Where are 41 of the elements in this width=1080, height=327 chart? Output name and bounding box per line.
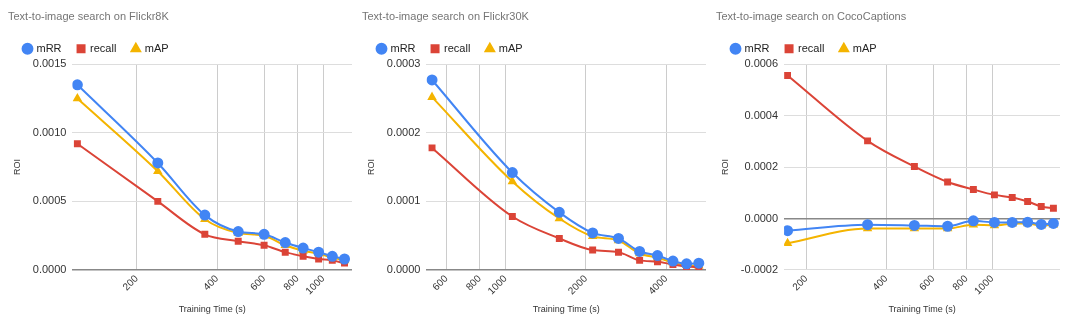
x-axis-title: Training Time (s) [888,304,956,315]
x-tick-label: 200 [120,272,141,293]
x-tick-label: 200 [790,272,810,293]
legend-label: mRR [744,41,770,54]
legend-label: recall [444,41,471,54]
legend-label: recall [798,41,825,54]
x-axis-title: Training Time (s) [532,304,600,315]
y-tick-label: 0.0003 [386,57,421,70]
chart-title: Text-to-image search on Flickr8K [8,9,170,22]
chart-title: Text-to-image search on Flickr30K [362,9,530,22]
x-tick-label: 600 [430,272,451,293]
y-tick-label: 0.0002 [386,125,421,138]
x-tick-label: 800 [950,272,971,293]
y-tick-label: 0.0006 [744,57,779,70]
y-tick-label: 0.0004 [744,108,779,121]
y-tick-label: 0.0010 [32,125,67,138]
y-tick-label: 0.0001 [386,194,421,207]
y-tick-label: 0.0000 [32,263,67,276]
legend-label: mAP [498,41,523,54]
legend-label: mAP [144,41,169,54]
legend-label: mRR [36,41,62,54]
legend-label: mRR [390,41,416,54]
y-tick-label: 0.0015 [32,57,67,70]
y-axis-title: ROI [11,159,22,176]
y-tick-label: 0.0000 [386,263,421,276]
y-tick-label: 0.0002 [744,160,779,173]
legend-label: mAP [852,41,877,54]
x-tick-label: 800 [463,272,484,293]
legend-label: recall [90,41,117,54]
y-tick-label: -0.0002 [740,263,779,276]
x-tick-label: 600 [247,272,268,293]
y-axis-title: ROI [365,159,376,176]
x-tick-label: 600 [916,272,937,293]
chart-title: Text-to-image search on CocoCaptions [716,9,907,22]
x-axis-title: Training Time (s) [178,304,246,315]
y-tick-label: 0.0005 [32,194,67,207]
x-tick-label: 400 [870,272,891,293]
y-tick-label: 0.0000 [744,211,779,224]
x-tick-label: 800 [281,272,302,293]
x-tick-label: 400 [200,272,221,293]
y-axis-title: ROI [719,159,730,176]
